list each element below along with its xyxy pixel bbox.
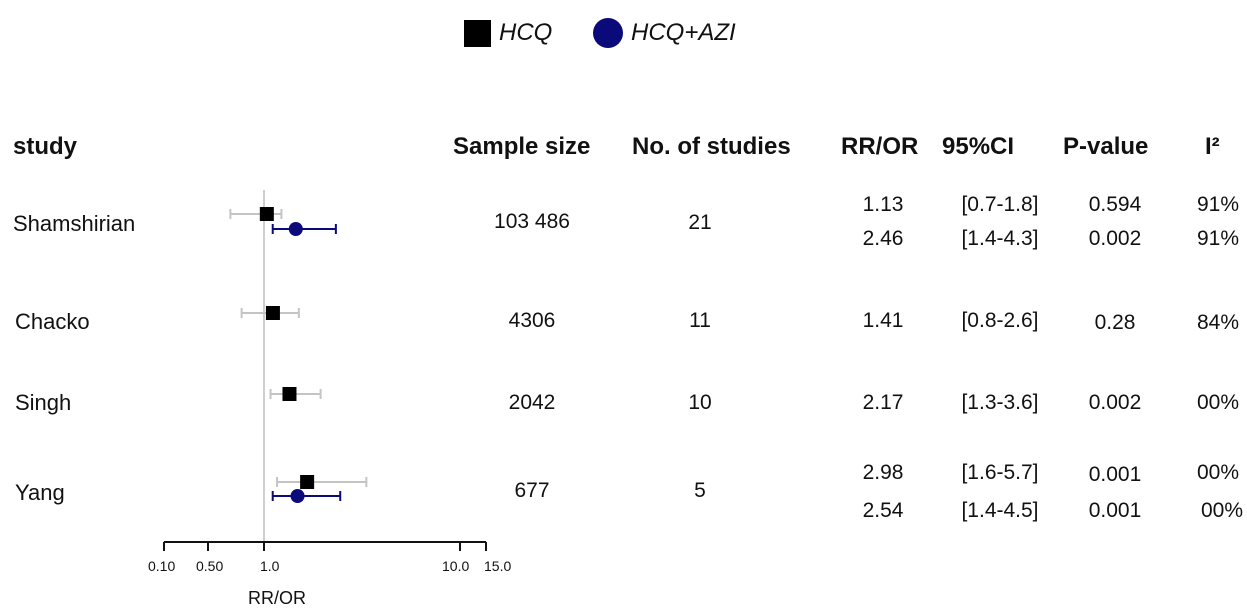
point-estimate-hcq-azi — [288, 222, 303, 236]
point-estimate-hcq — [300, 475, 315, 489]
x-axis-title: RR/OR — [248, 588, 306, 608]
point-estimate-hcq-azi — [290, 489, 305, 503]
p-value: 0.002 — [1088, 227, 1142, 250]
x-axis-tick-label: 10.0 — [442, 558, 469, 574]
ci-value: [1.6-5.7] — [961, 461, 1039, 484]
sample-size-chacko: 4306 — [508, 309, 556, 332]
rr-value: 2.46 — [862, 227, 904, 250]
x-axis-tick-label: 0.10 — [148, 558, 175, 574]
p-value: 0.002 — [1088, 391, 1142, 414]
i2-value: 84% — [1196, 311, 1240, 334]
point-estimate-hcq — [259, 207, 274, 221]
legend-label-hcq: HCQ — [499, 19, 553, 46]
square-marker-icon — [464, 19, 491, 47]
ci-value: [0.7-1.8] — [961, 193, 1039, 216]
x-axis-tick-label: 1.0 — [260, 558, 280, 574]
rr-value: 2.54 — [862, 499, 904, 522]
header-95ci: 95%CI — [942, 133, 1015, 160]
circle-marker-icon — [593, 18, 623, 48]
i2-value: 91% — [1196, 193, 1240, 216]
i2-value: 00% — [1196, 391, 1240, 414]
ci-value: [1.4-4.3] — [961, 227, 1039, 250]
legend-item-hcq-azi: HCQ+AZI — [593, 18, 736, 48]
legend: HCQ HCQ+AZI — [0, 14, 1247, 50]
study-name-yang: Yang — [15, 480, 65, 505]
header-rr-or: RR/OR — [841, 133, 919, 160]
header-i2: I² — [1205, 133, 1220, 160]
sample-size-yang: 677 — [514, 479, 550, 502]
legend-item-hcq: HCQ — [464, 18, 552, 48]
study-name-singh: Singh — [15, 390, 72, 415]
ci-value: [1.4-4.5] — [961, 499, 1039, 522]
header-no-of-studies: No. of studies — [632, 133, 791, 160]
i2-value: 00% — [1196, 461, 1240, 484]
rr-value: 1.41 — [862, 309, 904, 332]
study-name-chacko: Chacko — [15, 309, 90, 334]
sample-size-shamshirian: 103 486 — [494, 210, 570, 233]
n-studies-chacko: 11 — [689, 309, 711, 332]
x-axis-tick-label: 0.50 — [196, 558, 223, 574]
legend-label-hcq-azi: HCQ+AZI — [631, 19, 736, 46]
header-study: study — [13, 133, 78, 160]
i2-value: 91% — [1196, 227, 1240, 250]
point-estimate-hcq — [282, 387, 297, 401]
header-sample-size: Sample size — [453, 133, 591, 160]
rr-value: 1.13 — [862, 193, 904, 216]
ci-value: [1.3-3.6] — [961, 391, 1039, 414]
rr-value: 2.17 — [862, 391, 904, 414]
rr-value: 2.98 — [862, 461, 904, 484]
point-estimate-hcq — [265, 306, 280, 320]
study-name-shamshirian: Shamshirian — [13, 211, 136, 236]
i2-value: 00% — [1200, 499, 1244, 522]
p-value: 0.001 — [1088, 463, 1142, 486]
p-value: 0.28 — [1094, 311, 1136, 334]
n-studies-yang: 5 — [694, 479, 706, 502]
x-axis-tick-label: 15.0 — [484, 558, 511, 574]
p-value: 0.594 — [1088, 193, 1142, 216]
sample-size-singh: 2042 — [508, 391, 556, 414]
p-value: 0.001 — [1088, 499, 1142, 522]
n-studies-singh: 10 — [688, 391, 712, 414]
n-studies-shamshirian: 21 — [688, 211, 712, 234]
header-p-value: P-value — [1063, 133, 1149, 160]
ci-value: [0.8-2.6] — [961, 309, 1039, 332]
